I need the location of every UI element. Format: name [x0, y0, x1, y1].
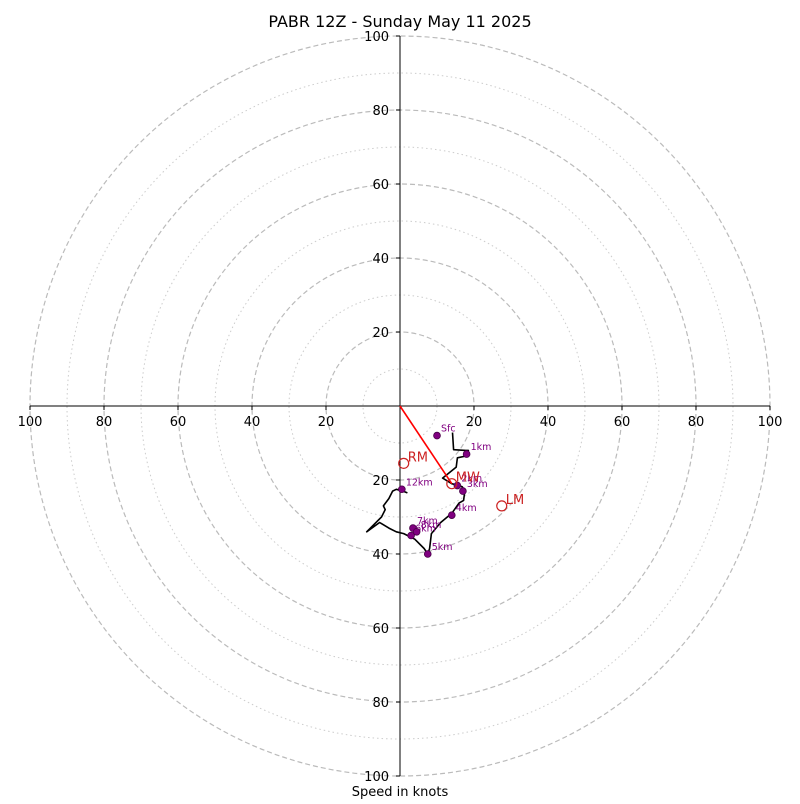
height-point-marker	[423, 550, 432, 558]
storm-motion-point: RM	[398, 450, 428, 469]
height-point: Sfc	[433, 424, 456, 440]
x-tick-label: 40	[540, 415, 557, 430]
storm-motion-label: RM	[408, 450, 428, 465]
height-point-label: 1km	[471, 442, 492, 453]
height-point-label: 4km	[456, 503, 477, 514]
height-point-marker	[459, 487, 467, 495]
storm-motion-label: MW	[456, 471, 480, 486]
storm-motion-marker	[446, 478, 458, 490]
height-point-marker	[398, 485, 406, 494]
x-tick-label: 80	[96, 415, 113, 430]
x-tick-label: 20	[466, 415, 483, 430]
y-tick-label: 60	[372, 622, 389, 637]
y-tick-label: 100	[364, 30, 389, 45]
height-point-label: 2km	[461, 474, 482, 485]
y-tick-label: 20	[372, 326, 389, 341]
x-tick-label: 60	[170, 415, 187, 430]
height-point-marker	[462, 450, 471, 458]
x-tick-label: 40	[244, 415, 261, 430]
x-tick-label: 60	[614, 415, 631, 430]
hodograph-trace	[365, 432, 470, 555]
x-axis-label: Speed in knots	[352, 785, 449, 800]
height-point: 12km	[398, 477, 433, 494]
height-point-label: 12km	[406, 477, 433, 488]
height-point-label: 7km	[417, 516, 438, 527]
height-point-label: Sfc	[441, 424, 456, 435]
storm-motion-label: LM	[506, 493, 524, 508]
x-tick-label: 100	[18, 415, 43, 430]
height-point: 4km	[447, 503, 477, 519]
height-point: 6km	[407, 524, 436, 540]
storm-motion-group: RM MW LM	[398, 450, 524, 512]
height-point-label: 8km	[421, 520, 442, 531]
y-tick-label: 80	[372, 696, 389, 711]
y-tick-label: 80	[372, 104, 389, 119]
storm-motion-point: LM	[496, 493, 524, 512]
chart-title: PABR 12Z - Sunday May 11 2025	[268, 12, 531, 31]
height-point: 1km	[462, 442, 492, 458]
hodograph-trace-group	[365, 432, 470, 555]
y-tick-label: 60	[372, 178, 389, 193]
tick-labels: 100 80 60 40 20 20 40 60 80 100 20 40 60 80 100 20 40 60 8…	[18, 30, 783, 785]
height-point-marker	[407, 531, 415, 540]
height-point-marker	[412, 527, 421, 536]
x-tick-label: 20	[318, 415, 335, 430]
mean-wind-vector-group	[399, 405, 453, 485]
mean-wind-vector	[399, 405, 453, 485]
height-point-marker	[433, 431, 441, 440]
height-point-marker	[447, 511, 456, 519]
storm-motion-point: MW	[446, 471, 480, 490]
height-point-label: 5km	[432, 542, 453, 553]
storm-motion-marker	[398, 457, 410, 469]
x-tick-label: 80	[688, 415, 705, 430]
y-tick-label: 40	[372, 548, 389, 563]
height-point: 5km	[423, 542, 453, 558]
height-point-label: 6km	[415, 524, 436, 535]
storm-motion-marker	[496, 500, 508, 512]
height-point: 3km	[459, 479, 488, 495]
height-point-label: 3km	[467, 479, 488, 490]
y-tick-label: 20	[372, 474, 389, 489]
x-tick-label: 100	[758, 415, 783, 430]
y-tick-label: 40	[372, 252, 389, 267]
height-point: 8km	[412, 520, 442, 536]
y-tick-label: 100	[364, 770, 389, 785]
